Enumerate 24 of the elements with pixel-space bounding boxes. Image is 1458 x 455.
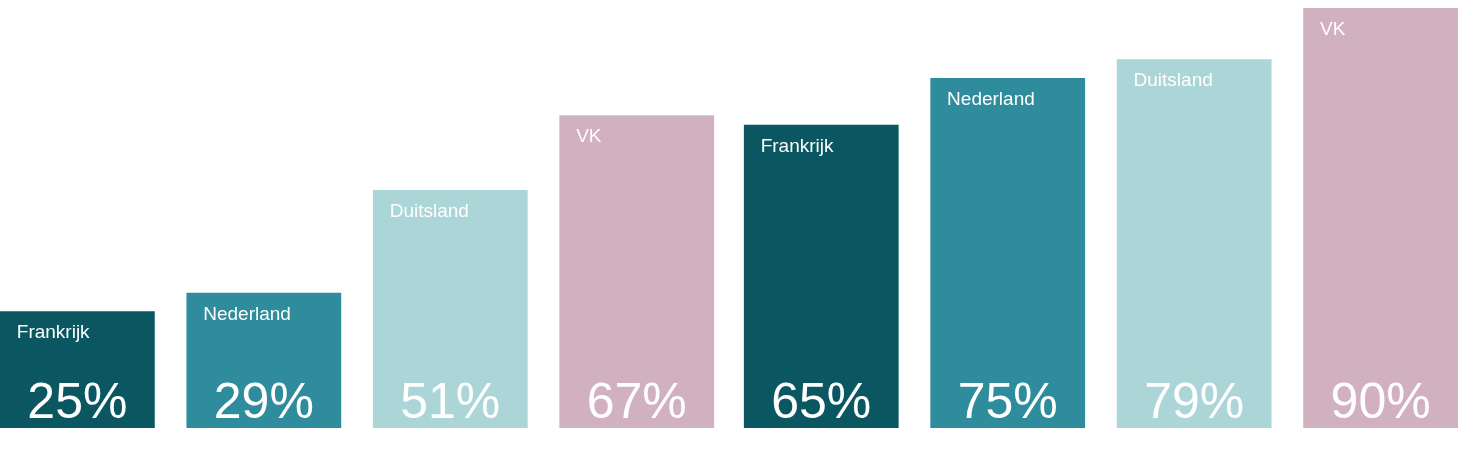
data-label: 79% — [1144, 373, 1245, 429]
series-label: VK — [576, 125, 602, 147]
series-label: Nederland — [203, 302, 291, 324]
data-label: 51% — [400, 373, 501, 429]
bar — [559, 115, 715, 428]
bar — [186, 292, 342, 428]
data-label: 65% — [771, 373, 872, 429]
text: Nederland — [947, 88, 1035, 109]
bar — [930, 78, 1086, 428]
data-label: 67% — [586, 373, 687, 429]
text: Frankrijk — [16, 321, 90, 343]
bar — [0, 311, 155, 428]
bar — [1116, 59, 1272, 428]
bar — [372, 190, 528, 428]
bar — [743, 124, 899, 428]
data-label: 75% — [957, 373, 1058, 429]
series-label: Duitsland — [389, 200, 469, 221]
text: Duitsland — [1133, 69, 1213, 91]
data-label: 90% — [1330, 373, 1431, 429]
data-label: 29% — [213, 373, 314, 429]
data-label: 25% — [27, 373, 128, 429]
series-label: Frankrijk — [760, 134, 834, 156]
bar — [1303, 8, 1458, 428]
text: VK — [1320, 18, 1346, 39]
